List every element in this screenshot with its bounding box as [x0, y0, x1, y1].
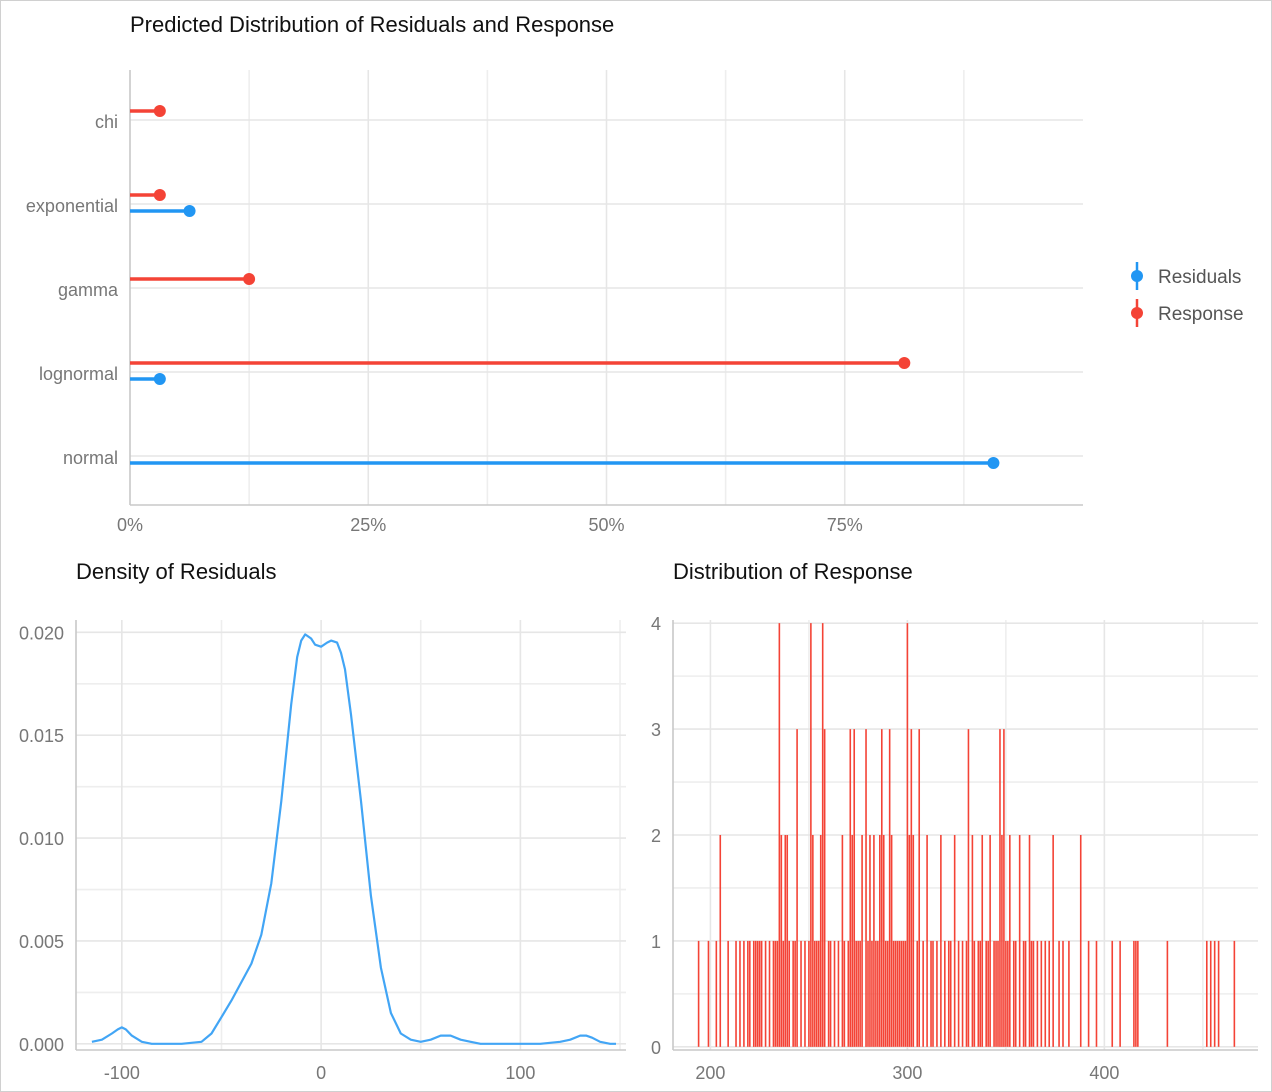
- density-chart: 0.000 0.005 0.010 0.015 0.020 -100 0 100: [19, 620, 626, 1083]
- lollipop-point: [153, 189, 166, 201]
- legend-residuals-label: Residuals: [1158, 267, 1241, 288]
- y-tick-label: chi: [95, 112, 118, 132]
- x-tick-label: -100: [104, 1063, 140, 1083]
- histogram-chart-title: Distribution of Response: [673, 559, 913, 584]
- y-tick-label: 0.005: [19, 932, 64, 952]
- x-tick-label: 100: [505, 1063, 535, 1083]
- lollipop-point: [153, 105, 166, 117]
- legend: Residuals Response: [1131, 262, 1244, 327]
- y-tick-label: lognormal: [39, 364, 118, 384]
- density-line: [91, 633, 616, 1045]
- lollipop-point: [243, 273, 256, 285]
- lollipop-point: [898, 357, 911, 369]
- x-tick-label: 75%: [827, 515, 863, 535]
- y-tick-label: 0.020: [19, 623, 64, 643]
- legend-residuals-marker: [1131, 270, 1143, 282]
- y-tick-label: 0.000: [19, 1035, 64, 1055]
- y-tick-label: exponential: [26, 196, 118, 216]
- lollipop-point: [987, 457, 1000, 469]
- y-tick-label: 0: [651, 1038, 661, 1058]
- y-tick-label: 0.015: [19, 726, 64, 746]
- lollipop-point: [153, 373, 166, 385]
- y-tick-label: 1: [651, 932, 661, 952]
- top-chart-title: Predicted Distribution of Residuals and …: [130, 12, 614, 37]
- x-tick-label: 25%: [350, 515, 386, 535]
- y-tick-label: 0.010: [19, 829, 64, 849]
- histogram-chart: 0 1 2 3 4 200 300 400: [651, 614, 1258, 1083]
- x-tick-label: 0%: [117, 515, 143, 535]
- legend-response-marker: [1131, 307, 1143, 319]
- y-tick-label: gamma: [58, 280, 119, 300]
- x-tick-label: 50%: [588, 515, 624, 535]
- legend-response-label: Response: [1158, 304, 1244, 325]
- lollipop-point: [183, 205, 196, 217]
- y-tick-label: 2: [651, 826, 661, 846]
- density-chart-title: Density of Residuals: [76, 559, 277, 584]
- lollipop-chart: chi exponential gamma lognormal normal 0% 25% 5…: [26, 70, 1083, 535]
- x-tick-label: 400: [1089, 1063, 1119, 1083]
- y-tick-label: 3: [651, 720, 661, 740]
- x-tick-label: 300: [892, 1063, 922, 1083]
- x-tick-label: 0: [316, 1063, 326, 1083]
- x-tick-label: 200: [695, 1063, 725, 1083]
- y-tick-label: normal: [63, 448, 118, 468]
- y-tick-label: 4: [651, 614, 661, 634]
